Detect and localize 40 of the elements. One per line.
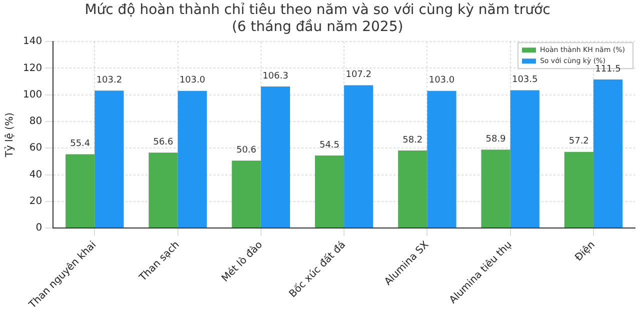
data-label: 103.0	[428, 76, 455, 86]
data-label: 57.2	[568, 136, 589, 147]
x-tick-label: Bốc xúc đất đá	[286, 238, 348, 300]
data-label: 55.4	[70, 139, 90, 150]
y-tick-label: 120	[22, 62, 42, 74]
data-label: 58.2	[402, 135, 423, 146]
bar	[344, 85, 374, 228]
bar	[314, 155, 344, 228]
bar	[427, 90, 456, 228]
bar	[564, 152, 594, 228]
data-label: 58.9	[486, 134, 506, 144]
bar	[94, 90, 124, 228]
bar	[510, 90, 540, 228]
data-label: 103.5	[512, 75, 538, 86]
bar	[398, 150, 428, 228]
y-tick-label: 80	[29, 116, 42, 128]
data-label: 103.2	[96, 75, 122, 86]
bar	[66, 154, 95, 228]
bar	[178, 90, 207, 228]
y-tick-label: 0	[36, 222, 42, 234]
y-tick-label: 60	[29, 142, 42, 154]
data-label: 106.3	[262, 71, 288, 82]
bar	[148, 152, 178, 228]
data-label: 107.2	[346, 70, 372, 80]
data-label: 54.5	[319, 140, 340, 150]
bar	[481, 150, 510, 228]
y-tick-label: 20	[29, 196, 42, 208]
data-label: 50.6	[236, 146, 257, 156]
y-tick-label: 100	[22, 89, 42, 100]
y-tick-label: 140	[22, 36, 42, 48]
chart-title: Mức độ hoàn thành chỉ tiêu theo năm và so với cùng kỳ năm trước (6 tháng đầu năm 2025)	[84, 2, 550, 35]
bar	[260, 86, 290, 228]
data-label: 56.6	[153, 138, 174, 148]
x-tick-label: Mét lò đào	[220, 239, 265, 284]
y-tick-label: 40	[29, 169, 42, 180]
bar	[593, 80, 623, 228]
bar	[232, 160, 261, 228]
y-axis-title: Tỷ lệ (%)	[4, 112, 16, 158]
data-label: 111.5	[595, 64, 621, 74]
data-label: 103.0	[179, 76, 206, 86]
